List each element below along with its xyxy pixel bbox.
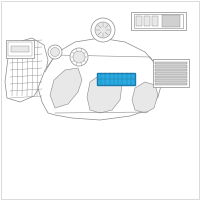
Bar	[155, 65, 187, 68]
Polygon shape	[5, 38, 48, 102]
Bar	[6, 40, 34, 58]
Bar	[155, 62, 187, 64]
Bar	[155, 76, 187, 78]
Circle shape	[48, 45, 62, 59]
Bar	[155, 72, 187, 75]
Bar	[8, 42, 32, 56]
Circle shape	[70, 48, 88, 66]
Bar	[155, 69, 187, 71]
Bar	[152, 16, 158, 26]
Circle shape	[95, 22, 111, 38]
Bar	[153, 59, 189, 87]
Bar	[144, 16, 150, 26]
Circle shape	[73, 51, 85, 63]
Bar	[131, 12, 186, 30]
Bar	[136, 16, 142, 26]
Circle shape	[91, 18, 115, 42]
Bar	[155, 83, 187, 85]
Bar	[11, 46, 29, 52]
Bar	[97, 73, 135, 85]
Polygon shape	[50, 68, 82, 108]
Polygon shape	[38, 38, 162, 120]
Polygon shape	[132, 82, 158, 113]
Bar	[155, 79, 187, 82]
Circle shape	[50, 47, 60, 56]
Polygon shape	[87, 75, 122, 113]
Bar	[134, 14, 183, 28]
Bar	[162, 15, 180, 27]
